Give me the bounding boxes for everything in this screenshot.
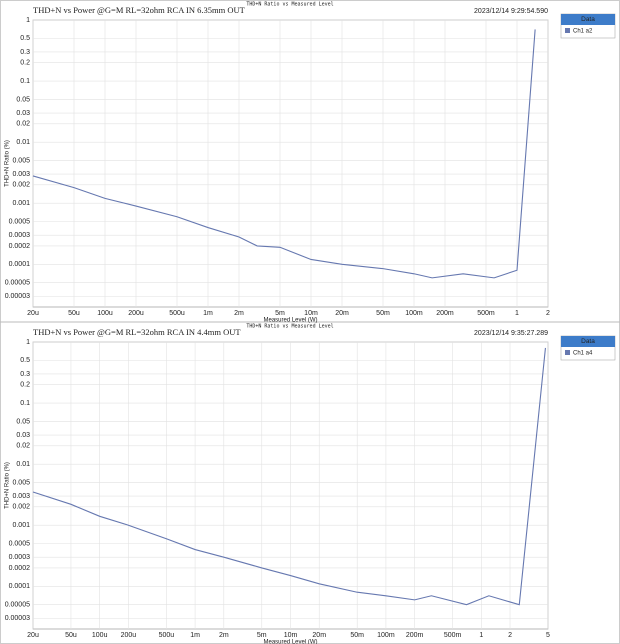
x-tick-label: 2m bbox=[219, 632, 229, 639]
plot-area bbox=[32, 19, 549, 308]
x-axis-label: Measured Level (W) bbox=[263, 318, 317, 324]
legend-swatch bbox=[565, 350, 570, 355]
legend-swatch bbox=[565, 28, 570, 33]
y-tick-label: 0.03 bbox=[16, 432, 30, 439]
chart-title: THD+N vs Power @G=M RL=32ohm RCA IN 6.35… bbox=[33, 5, 246, 15]
y-tick-label: 0.005 bbox=[12, 157, 30, 164]
y-tick-label: 0.002 bbox=[12, 504, 30, 511]
x-tick-label: 1 bbox=[515, 310, 519, 317]
x-tick-label: 20u bbox=[27, 310, 39, 317]
y-tick-label: 0.005 bbox=[12, 479, 30, 486]
x-tick-label: 20m bbox=[312, 632, 326, 639]
x-tick-label: 10m bbox=[304, 310, 318, 317]
y-tick-label: 1 bbox=[26, 17, 30, 24]
y-tick-label: 0.2 bbox=[20, 382, 30, 389]
x-tick-label: 2 bbox=[508, 632, 512, 639]
y-axis-label: THD+N Ratio (%) bbox=[5, 140, 11, 187]
chart-header: THD+N Ratio vs Measured Level bbox=[246, 2, 333, 8]
x-tick-label: 50m bbox=[350, 632, 364, 639]
x-tick-label: 200m bbox=[436, 310, 454, 317]
x-tick-label: 1m bbox=[190, 632, 200, 639]
data-line bbox=[32, 29, 536, 279]
y-tick-label: 0.001 bbox=[12, 522, 30, 529]
y-tick-label: 0.00003 bbox=[5, 293, 30, 300]
x-tick-label: 500m bbox=[444, 632, 462, 639]
x-tick-label: 10m bbox=[284, 632, 298, 639]
x-tick-label: 5m bbox=[275, 310, 285, 317]
y-tick-label: 0.00005 bbox=[5, 280, 30, 287]
y-tick-label: 0.001 bbox=[12, 200, 30, 207]
legend-label: Ch1 a4 bbox=[573, 351, 593, 357]
x-axis-label: Measured Level (W) bbox=[263, 640, 317, 644]
x-tick-label: 2 bbox=[546, 310, 550, 317]
x-tick-label: 500u bbox=[159, 632, 175, 639]
x-tick-label: 200m bbox=[406, 632, 424, 639]
x-tick-label: 20m bbox=[335, 310, 349, 317]
y-tick-label: 0.0001 bbox=[9, 261, 31, 268]
y-tick-label: 0.3 bbox=[20, 49, 30, 56]
x-tick-label: 50u bbox=[65, 632, 77, 639]
y-tick-label: 0.0005 bbox=[9, 218, 31, 225]
y-tick-label: 0.0001 bbox=[9, 583, 31, 590]
x-tick-label: 200u bbox=[128, 310, 144, 317]
legend-title: Data bbox=[581, 16, 595, 23]
x-tick-label: 5 bbox=[546, 632, 550, 639]
y-tick-label: 0.1 bbox=[20, 400, 30, 407]
y-tick-label: 0.3 bbox=[20, 371, 30, 378]
y-tick-label: 0.5 bbox=[20, 357, 30, 364]
x-tick-label: 20u bbox=[27, 632, 39, 639]
x-tick-label: 5m bbox=[257, 632, 267, 639]
y-axis-label: THD+N Ratio (%) bbox=[5, 462, 11, 509]
y-tick-label: 0.00005 bbox=[5, 602, 30, 609]
x-tick-label: 500u bbox=[169, 310, 185, 317]
y-tick-label: 0.05 bbox=[16, 418, 30, 425]
y-tick-label: 0.2 bbox=[20, 60, 30, 67]
y-tick-label: 1 bbox=[26, 339, 30, 346]
y-tick-label: 0.01 bbox=[16, 461, 30, 468]
y-tick-label: 0.0003 bbox=[9, 232, 31, 239]
x-tick-label: 1 bbox=[479, 632, 483, 639]
legend-label: Ch1 a2 bbox=[573, 29, 593, 35]
chart-header: THD+N Ratio vs Measured Level bbox=[246, 324, 333, 330]
y-tick-label: 0.0005 bbox=[9, 540, 31, 547]
x-tick-label: 100m bbox=[377, 632, 395, 639]
y-tick-label: 0.02 bbox=[16, 121, 30, 128]
x-tick-label: 50u bbox=[68, 310, 80, 317]
y-tick-label: 0.03 bbox=[16, 110, 30, 117]
y-tick-label: 0.0002 bbox=[9, 243, 31, 250]
chart-title: THD+N vs Power @G=M RL=32ohm RCA IN 4.4m… bbox=[33, 327, 241, 337]
y-tick-label: 0.002 bbox=[12, 182, 30, 189]
legend-title: Data bbox=[581, 338, 595, 345]
x-tick-label: 1m bbox=[203, 310, 213, 317]
x-tick-label: 200u bbox=[121, 632, 137, 639]
x-tick-label: 100u bbox=[92, 632, 108, 639]
y-tick-label: 0.00003 bbox=[5, 615, 30, 622]
y-tick-label: 0.0003 bbox=[9, 554, 31, 561]
timestamp: 2023/12/14 9:29:54.590 bbox=[474, 8, 548, 15]
x-tick-label: 500m bbox=[477, 310, 495, 317]
y-tick-label: 0.003 bbox=[12, 171, 30, 178]
x-tick-label: 2m bbox=[234, 310, 244, 317]
y-tick-label: 0.0002 bbox=[9, 565, 31, 572]
x-tick-label: 50m bbox=[376, 310, 390, 317]
y-tick-label: 0.01 bbox=[16, 139, 30, 146]
x-tick-label: 100u bbox=[97, 310, 113, 317]
y-tick-label: 0.5 bbox=[20, 35, 30, 42]
x-tick-label: 100m bbox=[405, 310, 423, 317]
y-tick-label: 0.003 bbox=[12, 493, 30, 500]
y-tick-label: 0.02 bbox=[16, 443, 30, 450]
legend-header bbox=[561, 336, 615, 347]
y-tick-label: 0.05 bbox=[16, 96, 30, 103]
timestamp: 2023/12/14 9:35:27.289 bbox=[474, 330, 548, 337]
y-tick-label: 0.1 bbox=[20, 78, 30, 85]
legend-header bbox=[561, 14, 615, 25]
data-line bbox=[32, 347, 546, 606]
